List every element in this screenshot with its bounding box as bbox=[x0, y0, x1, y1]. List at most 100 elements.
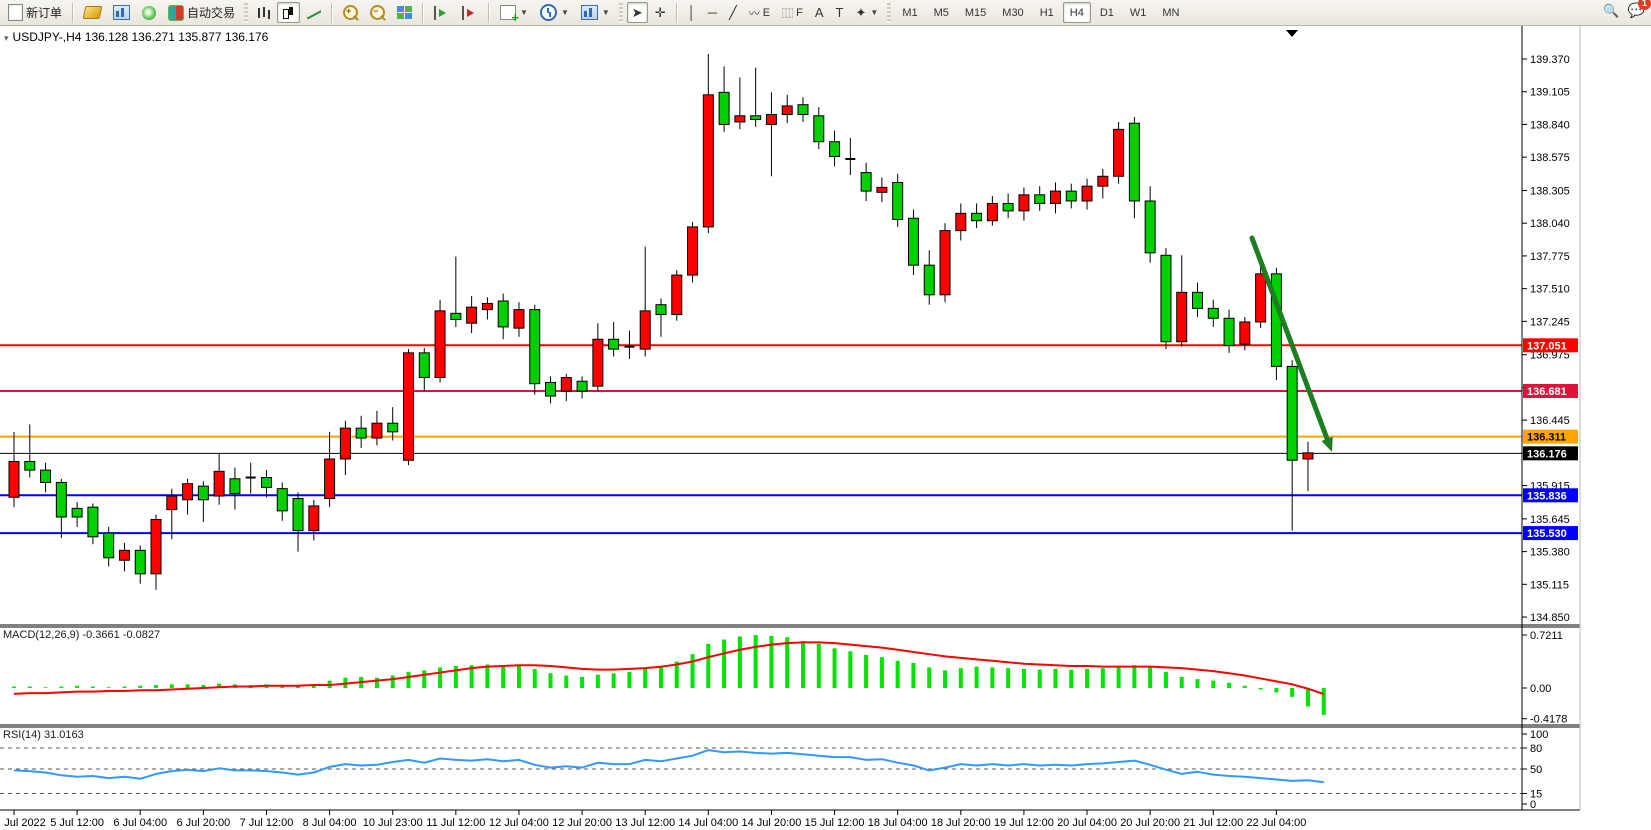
candle bbox=[8, 460, 20, 498]
candlestick-chart-button[interactable] bbox=[277, 2, 301, 23]
auto-scroll-button[interactable] bbox=[429, 2, 455, 23]
candle bbox=[829, 141, 841, 158]
cursor-tool-button[interactable]: ➤ bbox=[626, 2, 648, 23]
candle bbox=[892, 181, 904, 220]
price-tick-label: 134.850 bbox=[1530, 612, 1570, 624]
auto-trading-icon bbox=[168, 4, 185, 21]
candle bbox=[1081, 185, 1093, 202]
crosshair-tool-button[interactable]: ✛ bbox=[650, 2, 671, 23]
fibonacci-tool-button[interactable]: ⿲ F bbox=[777, 2, 808, 23]
candle bbox=[497, 300, 509, 328]
time-axis-label: 13 Jul 12:00 bbox=[615, 817, 675, 829]
signal-button[interactable] bbox=[137, 2, 161, 23]
text-label-tool-button[interactable]: T bbox=[831, 2, 849, 23]
clock-icon bbox=[539, 4, 557, 21]
rsi-scale-label: 0 bbox=[1530, 799, 1536, 811]
candle bbox=[765, 114, 777, 125]
price-level-badge bbox=[1523, 383, 1578, 398]
crosshair-icon: ✛ bbox=[654, 4, 666, 20]
new-order-button[interactable]: 新订单 bbox=[3, 2, 67, 23]
notifications-button[interactable]: 💬 1 bbox=[1628, 0, 1651, 19]
price-tick-label: 138.575 bbox=[1530, 152, 1570, 164]
price-tick-label: 135.115 bbox=[1530, 579, 1569, 591]
candle bbox=[1144, 200, 1156, 254]
templates-button[interactable]: ▼ bbox=[576, 2, 615, 23]
candle bbox=[197, 485, 209, 501]
time-axis-label: 12 Jul 04:00 bbox=[489, 817, 549, 829]
trend-arrow-object[interactable] bbox=[1249, 235, 1330, 442]
chevron-down-icon: ▼ bbox=[870, 8, 879, 17]
candle bbox=[608, 338, 620, 350]
text-tool-button[interactable]: A bbox=[810, 2, 829, 23]
candle bbox=[260, 477, 272, 488]
channel-tool-button[interactable]: 〰 E bbox=[744, 2, 775, 23]
candle bbox=[339, 427, 351, 460]
candle bbox=[813, 115, 825, 143]
arrows-tool-button[interactable]: ✦ ▼ bbox=[850, 2, 883, 23]
timeframe-button-m1[interactable]: M1 bbox=[895, 2, 924, 23]
auto-trading-button[interactable]: 自动交易 bbox=[163, 2, 240, 23]
bar-chart-icon bbox=[257, 5, 271, 20]
search-icon[interactable]: 🔍 bbox=[1603, 2, 1620, 18]
candle bbox=[418, 352, 430, 379]
horizontal-line-tool-button[interactable]: ─ bbox=[703, 2, 722, 23]
timeframe-button-h4[interactable]: H4 bbox=[1062, 2, 1091, 23]
time-axis-label: 22 Jul 04:00 bbox=[1246, 817, 1306, 829]
vertical-line-tool-button[interactable]: │ bbox=[683, 2, 701, 23]
candle bbox=[324, 458, 336, 500]
candle bbox=[907, 217, 919, 266]
candle bbox=[118, 549, 130, 561]
zoom-in-button[interactable]: + bbox=[338, 2, 363, 23]
time-axis-label: 14 Jul 04:00 bbox=[678, 817, 738, 829]
candle bbox=[1223, 317, 1235, 346]
candle bbox=[1255, 273, 1267, 323]
timeframe-button-m30[interactable]: M30 bbox=[995, 2, 1030, 23]
candle bbox=[1286, 365, 1298, 461]
toolbar-grip bbox=[887, 2, 892, 23]
candle bbox=[1302, 452, 1314, 460]
price-level-badge-text: 135.530 bbox=[1527, 528, 1567, 540]
candle bbox=[166, 495, 178, 511]
time-axis-label: 10 Jul 23:00 bbox=[363, 817, 423, 829]
timeframe-button-mn[interactable]: MN bbox=[1155, 2, 1186, 23]
bar-chart-button[interactable] bbox=[252, 2, 275, 23]
candle bbox=[702, 94, 714, 228]
one-click-trading-arrow-icon[interactable]: ▾ bbox=[4, 33, 9, 43]
timeframe-button-w1[interactable]: W1 bbox=[1123, 2, 1154, 23]
price-level-badge-text: 136.681 bbox=[1527, 386, 1567, 398]
chart-shift-button[interactable] bbox=[457, 2, 483, 23]
candle bbox=[923, 264, 935, 296]
timeframe-button-m15[interactable]: M15 bbox=[958, 2, 993, 23]
candle bbox=[592, 338, 604, 387]
chart-window-button[interactable] bbox=[108, 2, 135, 23]
line-chart-button[interactable] bbox=[302, 2, 326, 23]
time-axis-label: 21 Jul 12:00 bbox=[1183, 817, 1243, 829]
candle bbox=[860, 172, 872, 192]
time-axis-label: 12 Jul 20:00 bbox=[552, 817, 612, 829]
candle bbox=[1113, 128, 1125, 177]
chart-canvas[interactable]: 139.370 139.105 138.840 138.575 138.305 138.0… bbox=[0, 26, 1651, 830]
periods-button[interactable]: ▼ bbox=[535, 2, 574, 23]
candle bbox=[529, 309, 541, 385]
candle bbox=[750, 115, 762, 120]
candle bbox=[229, 478, 241, 495]
candle bbox=[308, 505, 320, 532]
zoom-out-button[interactable]: − bbox=[365, 2, 390, 23]
timeframe-button-m5[interactable]: M5 bbox=[927, 2, 956, 23]
candle bbox=[545, 381, 557, 397]
candle bbox=[1049, 190, 1061, 204]
indicators-button[interactable]: ▼ bbox=[495, 2, 533, 25]
macd-signal-line bbox=[13, 641, 1325, 696]
toolbar-separator bbox=[488, 2, 491, 23]
timeframe-button-h1[interactable]: H1 bbox=[1033, 2, 1061, 23]
candle bbox=[955, 212, 967, 232]
trendline-tool-button[interactable]: ╱ bbox=[724, 2, 742, 23]
main-toolbar: 新订单 自动交易 + − ▼ ▼ ▼ ➤ ✛ │ ─ ╱ 〰E ⿲F A bbox=[0, 0, 1651, 26]
market-watch-button[interactable] bbox=[79, 2, 106, 23]
timeframe-button-d1[interactable]: D1 bbox=[1093, 2, 1121, 23]
tile-windows-button[interactable] bbox=[392, 2, 417, 23]
scroll-end-marker-icon[interactable] bbox=[1286, 30, 1298, 37]
auto-scroll-icon bbox=[434, 5, 450, 20]
candle bbox=[403, 352, 414, 461]
fibo-f-glyph: F bbox=[796, 6, 803, 19]
